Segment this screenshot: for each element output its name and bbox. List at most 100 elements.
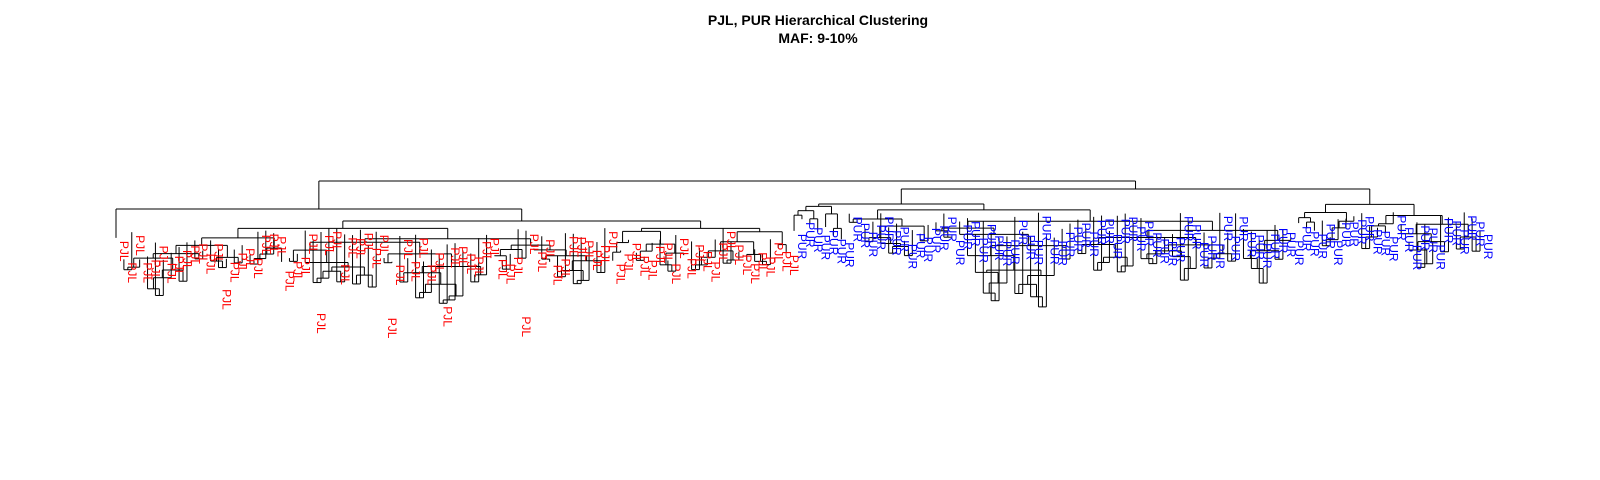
leaf-label-pur: PUR [1268, 234, 1282, 260]
leaf-label-pur: PUR [898, 227, 912, 253]
leaf-label-pur: PUR [1024, 235, 1038, 261]
leaf-label-pjl: PJL [188, 245, 202, 266]
leaf-label-pjl: PJL [212, 243, 226, 264]
leaf-label-pjl: PJL [196, 243, 210, 264]
leaf-label-pjl: PJL [661, 243, 675, 264]
leaf-label-pjl: PJL [495, 259, 509, 280]
leaf-label-pur: PUR [1229, 236, 1243, 262]
leaf-label-pjl: PJL [322, 235, 336, 256]
leaf-label-pjl: PJL [393, 265, 407, 286]
leaf-label-pjl: PJL [283, 271, 297, 292]
dendrogram-leaves: PJLPJLPJLPJLPJLPJLPJLPJLPJLPJLPJLPJLPJLP… [117, 215, 1495, 338]
leaf-label-pjl: PJL [409, 261, 423, 282]
leaf-label-pur: PUR [961, 225, 975, 251]
leaf-label-pjl: PJL [361, 233, 375, 254]
leaf-label-pur: PUR [1457, 229, 1471, 255]
leaf-label-pjl: PJL [346, 237, 360, 258]
leaf-label-pjl: PJL [424, 265, 438, 286]
leaf-label-pur: PUR [1292, 240, 1306, 266]
leaf-label-pur: PUR [1181, 216, 1195, 242]
leaf-label-pur: PUR [1276, 228, 1290, 254]
leaf-label-pjl: PJL [235, 253, 249, 274]
leaf-label-pur: PUR [1213, 244, 1227, 270]
leaf-label-pur: PUR [1473, 221, 1487, 247]
leaf-label-pjl: PJL [637, 256, 651, 277]
leaf-label-pur: PUR [1095, 220, 1109, 246]
leaf-label-pur: PUR [1386, 236, 1400, 262]
leaf-label-pjl: PJL [629, 243, 643, 264]
leaf-label-pjl: PJL [503, 264, 517, 285]
leaf-label-pjl: PJL [314, 313, 328, 334]
leaf-label-pur: PUR [819, 235, 833, 261]
leaf-label-pjl: PJL [369, 248, 383, 269]
chart-subtitle: MAF: 9-10% [778, 30, 858, 46]
leaf-label-pjl: PJL [204, 254, 218, 275]
leaf-label-pjl: PJL [141, 262, 155, 283]
leaf-label-pur: PUR [1442, 218, 1456, 244]
leaf-label-pur: PUR [937, 225, 951, 251]
leaf-label-pur: PUR [1284, 232, 1298, 258]
leaf-label-pjl: PJL [417, 238, 431, 259]
leaf-label-pjl: PJL [748, 263, 762, 284]
leaf-label-pur: PUR [1032, 240, 1046, 266]
leaf-label-pjl: PJL [472, 257, 486, 278]
leaf-label-pjl: PJL [377, 235, 391, 256]
leaf-label-pur: PUR [1339, 222, 1353, 248]
leaf-label-pur: PUR [803, 222, 817, 248]
leaf-label-pur: PUR [1426, 228, 1440, 254]
leaf-label-pur: PUR [1308, 231, 1322, 257]
leaf-label-pur: PUR [1347, 222, 1361, 248]
leaf-label-pur: PUR [874, 225, 888, 251]
leaf-label-pur: PUR [1410, 245, 1424, 271]
leaf-label-pur: PUR [1363, 216, 1377, 242]
leaf-label-pjl: PJL [700, 251, 714, 272]
leaf-label-pur: PUR [969, 221, 983, 247]
leaf-label-pjl: PJL [330, 231, 344, 252]
leaf-label-pur: PUR [1055, 241, 1069, 267]
leaf-label-pjl: PJL [590, 250, 604, 271]
leaf-label-pjl: PJL [259, 235, 273, 256]
leaf-label-pur: PUR [834, 239, 848, 265]
leaf-label-pjl: PJL [401, 239, 415, 260]
leaf-label-pjl: PJL [511, 257, 525, 278]
leaf-label-pur: PUR [1197, 242, 1211, 268]
leaf-label-pjl: PJL [716, 242, 730, 263]
leaf-label-pur: PUR [1237, 216, 1251, 242]
leaf-label-pur: PUR [945, 217, 959, 243]
leaf-label-pjl: PJL [551, 265, 565, 286]
leaf-label-pur: PUR [1189, 224, 1203, 250]
leaf-label-pjl: PJL [338, 264, 352, 285]
leaf-label-pjl: PJL [448, 247, 462, 268]
leaf-label-pjl: PJL [756, 252, 770, 273]
leaf-label-pur: PUR [1355, 219, 1369, 245]
leaf-label-pur: PUR [1260, 243, 1274, 269]
leaf-label-pur: PUR [1016, 220, 1030, 246]
leaf-label-pur: PUR [953, 240, 967, 266]
leaf-label-pjl: PJL [614, 264, 628, 285]
leaf-label-pur: PUR [1244, 232, 1258, 258]
leaf-label-pjl: PJL [133, 235, 147, 256]
leaf-label-pur: PUR [1300, 226, 1314, 252]
leaf-label-pjl: PJL [440, 306, 454, 327]
leaf-label-pur: PUR [795, 234, 809, 260]
leaf-label-pjl: PJL [669, 263, 683, 284]
leaf-label-pjl: PJL [582, 240, 596, 261]
leaf-label-pur: PUR [858, 223, 872, 249]
leaf-label-pur: PUR [1158, 239, 1172, 265]
leaf-label-pjl: PJL [354, 238, 368, 259]
leaf-label-pur: PUR [827, 230, 841, 256]
leaf-label-pur: PUR [1063, 232, 1077, 258]
leaf-label-pur: PUR [1166, 241, 1180, 267]
leaf-label-pjl: PJL [117, 241, 131, 262]
chart-title: PJL, PUR Hierarchical Clustering [708, 12, 928, 28]
leaf-label-pjl: PJL [267, 234, 281, 255]
leaf-label-pjl: PJL [535, 252, 549, 273]
leaf-label-pjl: PJL [685, 258, 699, 279]
leaf-label-pjl: PJL [566, 236, 580, 257]
leaf-label-pjl: PJL [787, 255, 801, 276]
leaf-label-pur: PUR [1110, 234, 1124, 260]
leaf-label-pur: PUR [984, 224, 998, 250]
leaf-label-pjl: PJL [606, 231, 620, 252]
leaf-label-pur: PUR [1103, 219, 1117, 245]
